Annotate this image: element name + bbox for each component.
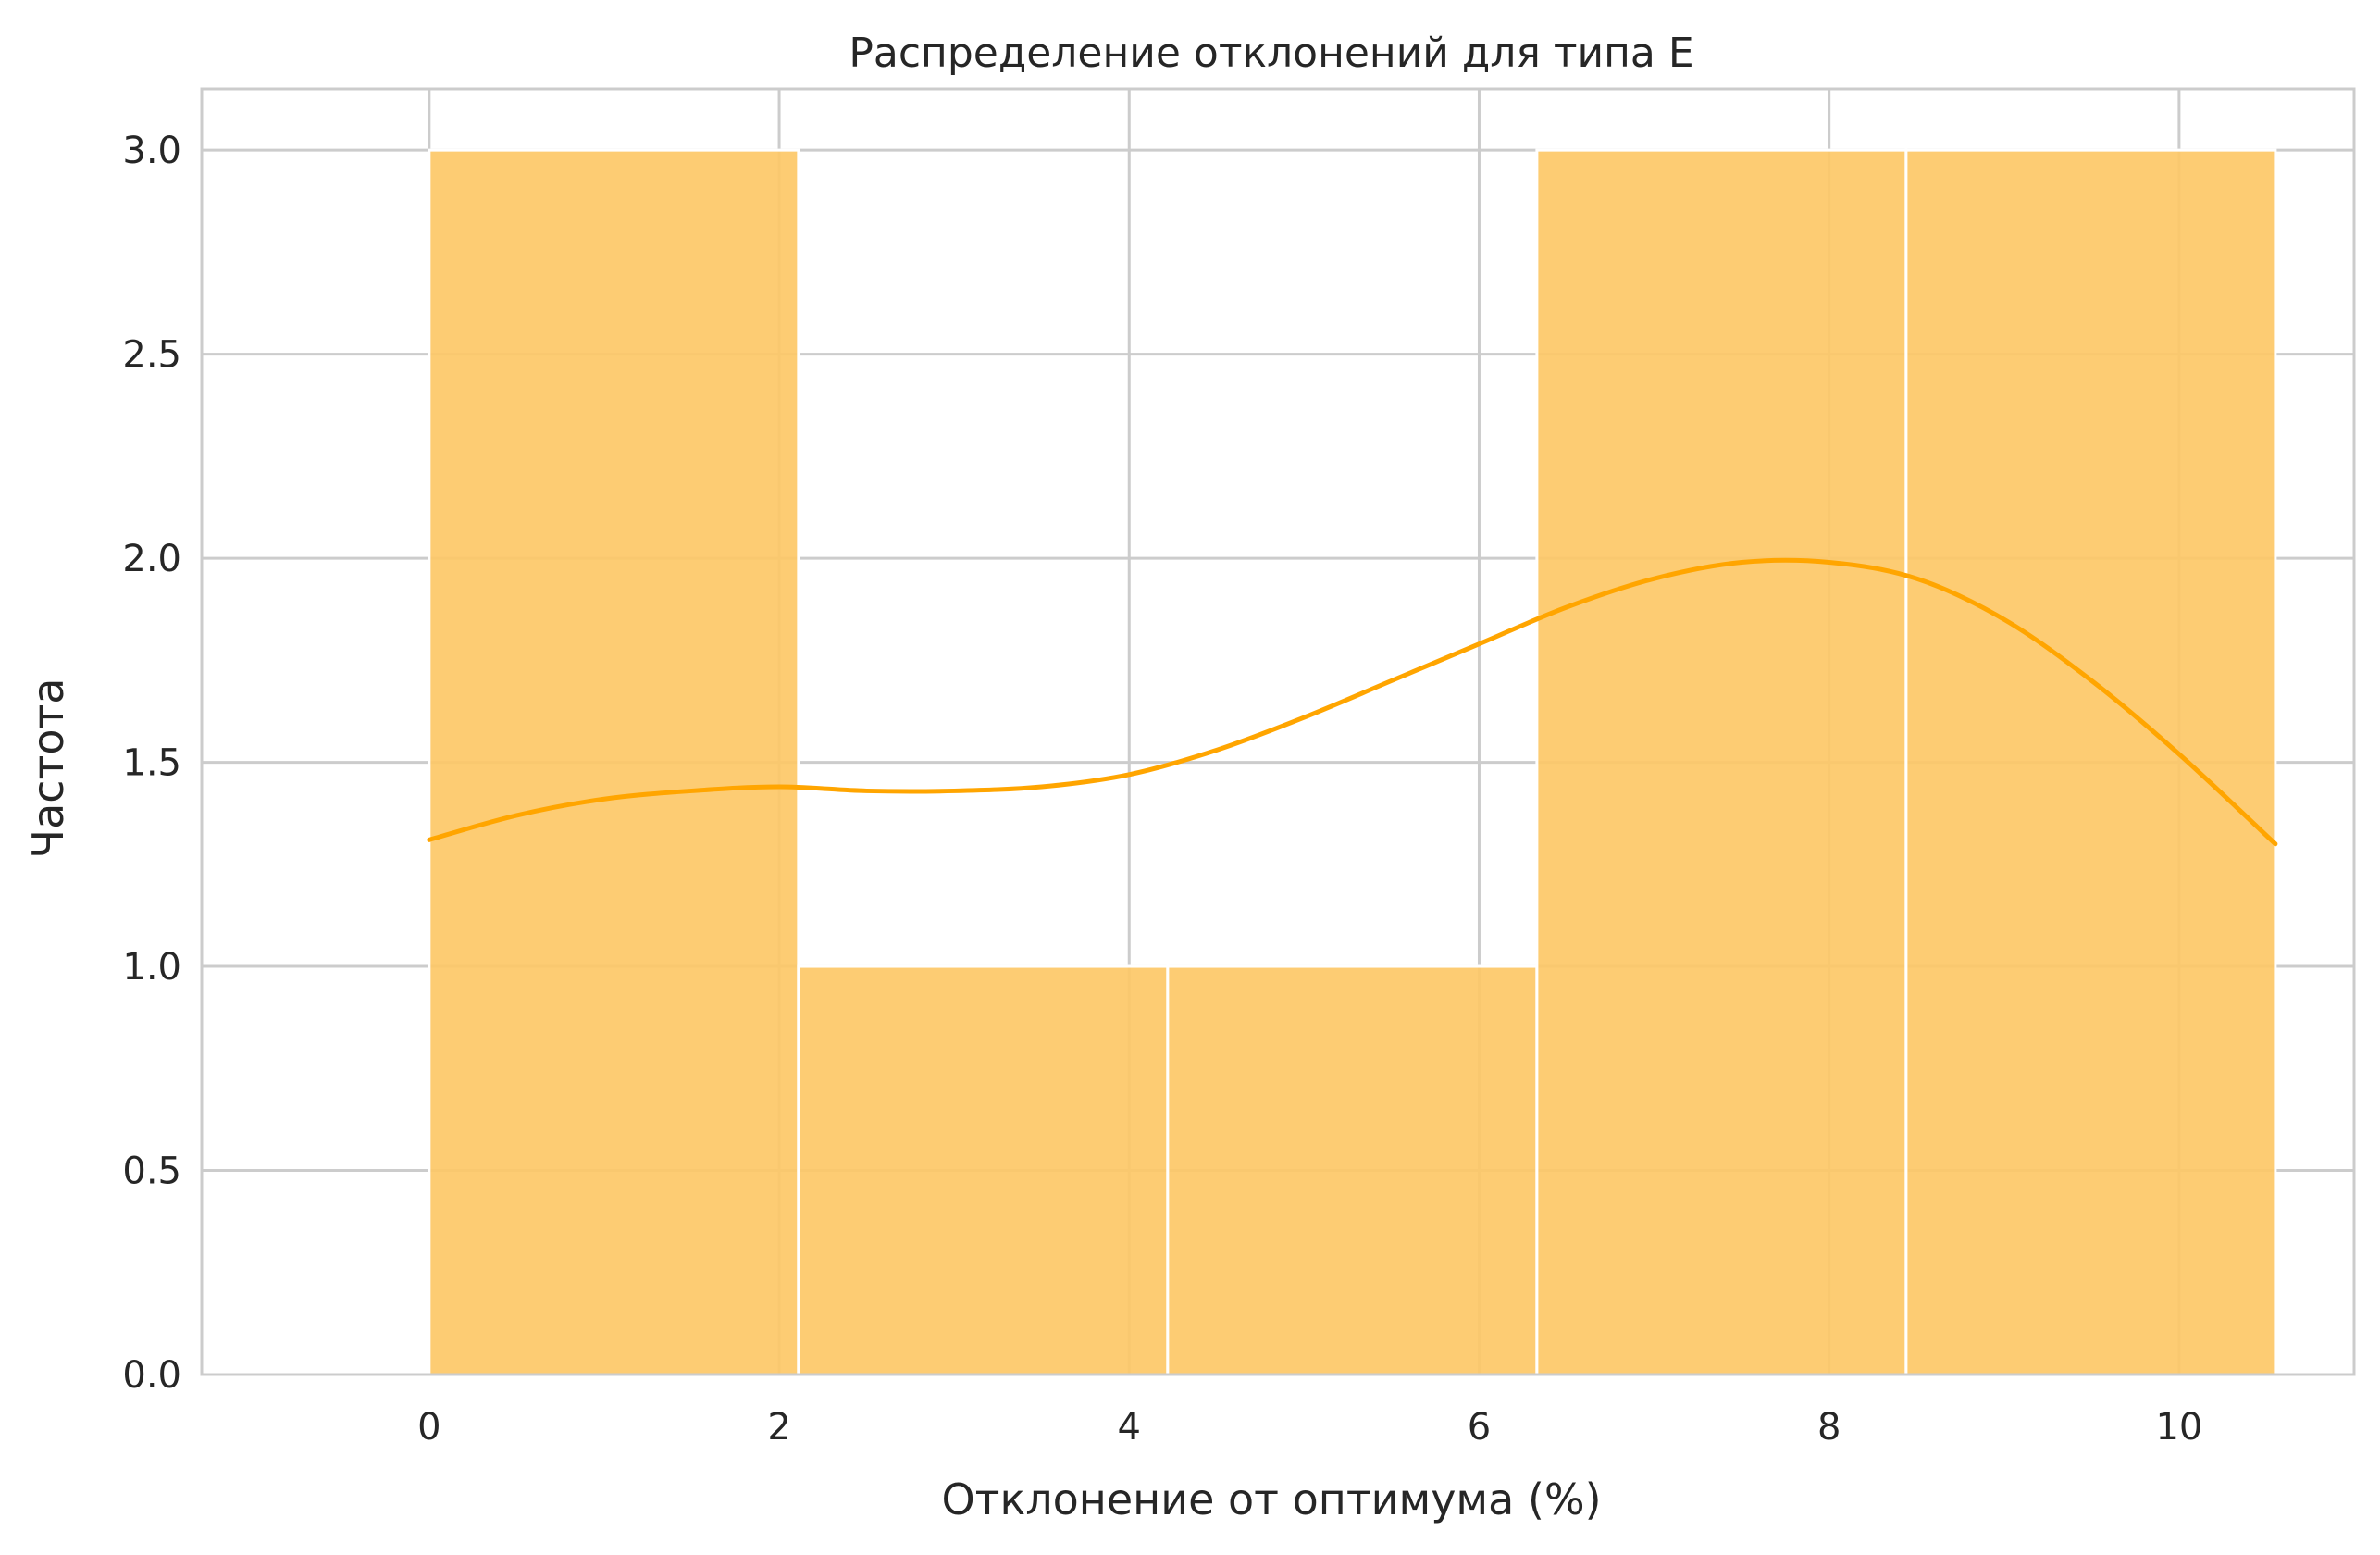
x-tick-labels: 0 2 4 6 8 10 [417, 1406, 2202, 1449]
x-tick-label: 4 [1118, 1406, 1141, 1449]
histogram-bar-1 [797, 964, 1170, 1376]
y-tick-label: 0.0 [122, 1354, 181, 1397]
histogram-bar-4 [1904, 148, 2277, 1376]
kde-curve-layer [427, 557, 2278, 847]
y-tick-label: 2.0 [122, 538, 181, 580]
y-tick-label: 2.5 [122, 334, 181, 377]
y-axis-label: Частота [23, 678, 73, 859]
x-tick-label: 10 [2155, 1406, 2202, 1449]
y-tick-label: 1.5 [122, 742, 181, 785]
kde-curve [427, 557, 2278, 847]
y-tick-labels: 0.0 0.5 1.0 1.5 2.0 2.5 3.0 [122, 130, 181, 1397]
histogram-bar-0 [428, 148, 800, 1376]
x-tick-label: 6 [1468, 1406, 1491, 1449]
x-tick-label: 0 [417, 1406, 440, 1449]
histogram-bar-3 [1535, 148, 1908, 1376]
y-tick-label: 0.5 [122, 1151, 181, 1193]
histogram-bar-2 [1166, 964, 1539, 1376]
chart-title: Распределение отклонений для типа E [849, 30, 1693, 77]
y-tick-label: 1.0 [122, 946, 181, 989]
y-tick-label: 3.0 [122, 130, 181, 172]
plot-frame [200, 87, 2356, 1376]
x-tick-label: 8 [1817, 1406, 1841, 1449]
histogram-bars [428, 148, 2277, 1376]
x-axis-label: Отклонение от оптимума (%) [941, 1474, 1601, 1524]
x-tick-label: 2 [767, 1406, 790, 1449]
